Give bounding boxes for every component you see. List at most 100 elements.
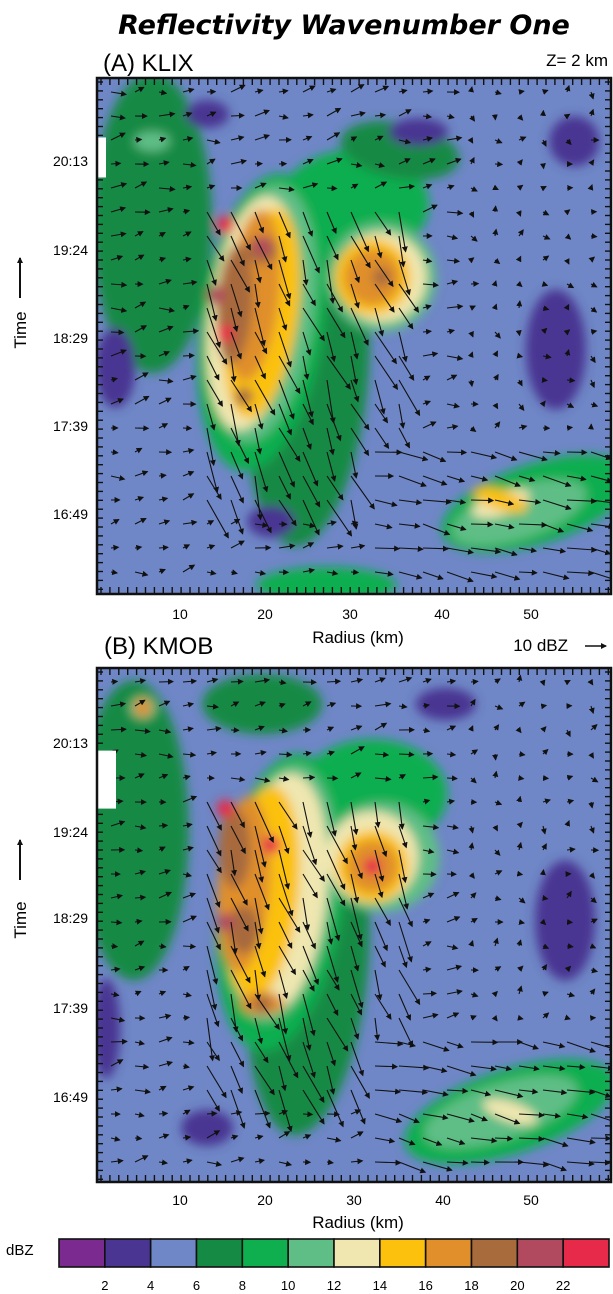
wind-vector	[398, 825, 408, 849]
wind-vector	[518, 475, 536, 483]
wind-vector	[326, 132, 341, 141]
wind-vector	[230, 427, 249, 464]
wind-vector	[374, 307, 385, 337]
wind-vector	[278, 969, 289, 999]
wind-vector	[494, 704, 504, 710]
wind-vector	[542, 1112, 562, 1119]
colorbar-tick-label: 4	[147, 1278, 154, 1293]
wind-vector	[206, 921, 221, 951]
wind-vector	[374, 1113, 403, 1124]
wind-vector	[206, 897, 220, 934]
wind-vector	[254, 307, 266, 347]
wind-vector	[446, 1041, 464, 1049]
wind-vector	[516, 985, 523, 995]
wind-vector	[254, 1158, 265, 1165]
wind-vector	[470, 547, 502, 555]
wind-vector	[326, 1065, 336, 1095]
wind-vector	[492, 228, 499, 237]
wind-vector	[350, 1089, 366, 1125]
wind-vector	[134, 1063, 150, 1070]
wind-vector	[446, 475, 466, 483]
wind-vector	[302, 158, 314, 165]
wind-vector	[326, 451, 337, 482]
wind-vector	[326, 678, 342, 685]
wind-vector	[446, 848, 460, 855]
wind-vector	[302, 403, 314, 426]
colorbar-tick-label: 2	[101, 1278, 108, 1293]
wind-vector	[302, 1041, 316, 1079]
wind-vector	[230, 897, 249, 932]
wind-vector	[230, 331, 242, 360]
wind-vector	[230, 969, 252, 1010]
wind-vector	[398, 1089, 429, 1096]
wind-vector	[398, 331, 408, 363]
wind-vector	[491, 1014, 498, 1022]
wind-vector	[182, 991, 192, 998]
wind-vector	[206, 825, 222, 857]
colorbar-unit-label: dBZ	[6, 1242, 34, 1259]
wind-vector	[467, 257, 475, 264]
wind-vector	[182, 256, 192, 263]
wind-vector	[590, 571, 611, 582]
panel-b-xtick-label: 40	[435, 1192, 451, 1208]
wind-vector	[540, 825, 547, 835]
wind-vector	[254, 1065, 275, 1096]
wind-vector	[206, 725, 222, 732]
wind-vector	[230, 211, 251, 251]
wind-vector	[350, 993, 363, 1016]
wind-vector	[302, 451, 319, 487]
wind-vector	[494, 799, 503, 806]
wind-vector	[230, 283, 243, 318]
wind-vector	[110, 329, 125, 336]
wind-vector	[230, 1110, 243, 1116]
wind-vector	[350, 403, 370, 431]
wind-vector	[230, 776, 246, 783]
wind-vector	[350, 825, 358, 851]
wind-vector	[469, 698, 476, 707]
wind-vector	[302, 259, 309, 286]
wind-vector	[230, 873, 248, 906]
contour-region	[97, 978, 121, 1079]
wind-vector	[374, 873, 384, 899]
wind-vector	[494, 571, 521, 581]
wind-vector	[470, 571, 498, 579]
wind-vector	[494, 451, 518, 461]
wind-vector	[446, 303, 464, 310]
wind-vector	[302, 211, 314, 237]
wind-vector	[516, 280, 523, 288]
wind-vector	[374, 545, 401, 552]
wind-vector	[565, 729, 571, 738]
wind-vector	[158, 423, 169, 429]
wind-vector	[494, 475, 521, 487]
wind-vector	[110, 678, 119, 685]
wind-vector	[302, 849, 325, 882]
wind-vector	[230, 112, 245, 119]
wind-vector	[566, 1137, 596, 1145]
wind-vector	[278, 427, 301, 462]
wind-vector	[446, 824, 459, 831]
wind-vector	[446, 798, 456, 805]
wind-vector	[302, 182, 319, 189]
wind-vector	[494, 849, 501, 856]
wind-vector	[542, 353, 552, 360]
wind-vector	[206, 499, 229, 539]
wind-vector	[374, 921, 388, 952]
wind-vector	[326, 801, 337, 837]
wind-vector	[350, 897, 363, 941]
wind-vector	[254, 969, 262, 1001]
wind-vector	[590, 776, 599, 783]
colorbar-tick-label: 22	[556, 1278, 570, 1293]
panel-b-frame	[95, 666, 613, 1184]
wind-vector	[110, 376, 118, 383]
wind-vector	[374, 523, 393, 530]
wind-vector	[494, 966, 502, 972]
wind-vector	[158, 568, 166, 575]
panel-b-x-ticklabels: 10 20 30 40 50	[172, 1192, 539, 1208]
wind-vector	[494, 499, 515, 507]
wind-vector	[278, 945, 296, 976]
missing-data-region	[96, 137, 106, 178]
wind-vector	[539, 918, 547, 926]
contour-region	[97, 680, 189, 981]
wind-vector	[254, 777, 271, 783]
panel-b-ylabel: Time	[11, 901, 30, 938]
